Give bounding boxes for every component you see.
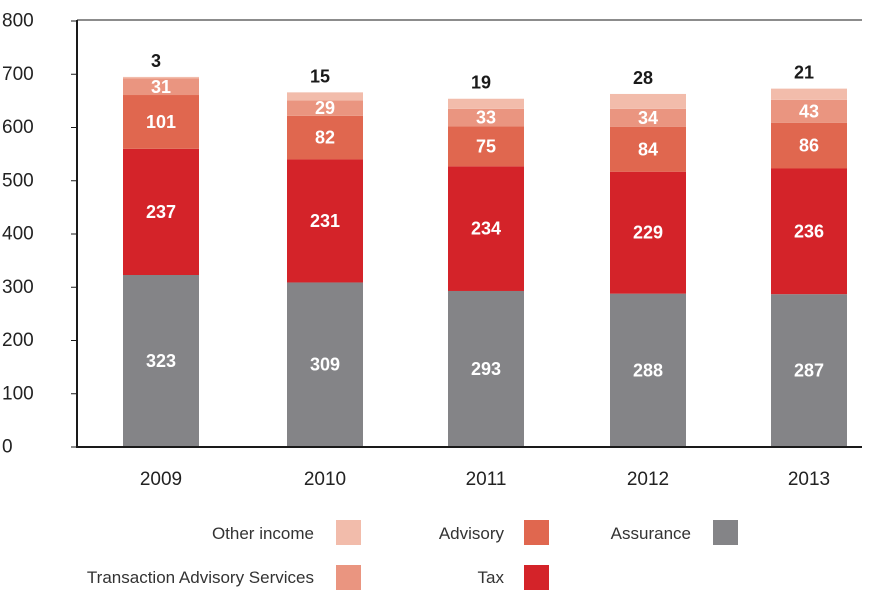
- bar-segment-transaction-advisory-services-2013: [771, 99, 847, 123]
- data-label-assurance-2012: 288: [633, 360, 663, 380]
- segment-labels-group: 323 237 101 31 309 231 82 29 293 234 75 33 288 229 84 3…: [146, 77, 824, 381]
- bar-segment-other-income-2013: [771, 88, 847, 100]
- data-label-tax-2009: 237: [146, 202, 176, 222]
- bar-segment-assurance-2009: [123, 275, 199, 447]
- data-label-tax-2011: 234: [471, 219, 501, 239]
- legend-swatch-assurance: [713, 520, 738, 545]
- y-tick-label-600: 600: [2, 117, 34, 138]
- bar-segment-other-income-2010: [287, 92, 363, 101]
- bar-segment-advisory-2009: [123, 95, 199, 149]
- bars-group: [123, 76, 847, 447]
- data-label-assurance-2009: 323: [146, 351, 176, 371]
- legend-label-other-income: Other income: [211, 524, 314, 543]
- bar-segment-advisory-2011: [448, 126, 524, 167]
- bar-segment-advisory-2013: [771, 122, 847, 169]
- legend-label-transaction-advisory-services: Transaction Advisory Services: [86, 568, 314, 587]
- data-label-other-income-2012: 28: [633, 68, 653, 88]
- data-label-other-income-2013: 21: [794, 63, 814, 83]
- data-label-assurance-2013: 287: [794, 361, 824, 381]
- bar-segment-tax-2013: [771, 168, 847, 295]
- data-label-tax-2012: 229: [633, 223, 663, 243]
- legend-swatch-other-income: [336, 520, 361, 545]
- legend-label-assurance: Assurance: [610, 524, 691, 543]
- bar-segment-transaction-advisory-services-2011: [448, 108, 524, 127]
- y-tick-label-100: 100: [2, 383, 34, 404]
- bar-segment-advisory-2010: [287, 115, 363, 160]
- bar-segment-other-income-2009: [123, 76, 199, 79]
- x-tick-label-2011: 2011: [466, 469, 507, 490]
- data-label-transaction-advisory-services-2009: 31: [151, 77, 171, 97]
- data-label-tax-2010: 231: [310, 211, 340, 231]
- data-label-assurance-2010: 309: [310, 355, 340, 375]
- data-label-transaction-advisory-services-2013: 43: [799, 101, 819, 121]
- bar-segment-advisory-2012: [610, 126, 686, 172]
- y-tick-label-400: 400: [2, 224, 34, 245]
- data-label-tax-2013: 236: [794, 221, 824, 241]
- legend-swatch-tax: [524, 565, 549, 590]
- data-label-other-income-2010: 15: [310, 66, 330, 86]
- bar-segment-tax-2010: [287, 159, 363, 283]
- y-tick-label-500: 500: [2, 170, 34, 191]
- data-label-transaction-advisory-services-2012: 34: [638, 108, 658, 128]
- legend-swatch-transaction-advisory-services: [336, 565, 361, 590]
- legend-swatch-advisory: [524, 520, 549, 545]
- x-tick-label-2012: 2012: [627, 469, 669, 490]
- bar-segment-transaction-advisory-services-2009: [123, 78, 199, 96]
- y-tick-label-200: 200: [2, 330, 34, 351]
- x-tick-label-2009: 2009: [140, 469, 182, 490]
- top-labels-group: 3 15 19 28 21: [151, 51, 814, 93]
- bar-segment-other-income-2012: [610, 93, 686, 109]
- data-label-advisory-2012: 84: [638, 139, 658, 159]
- bar-segment-transaction-advisory-services-2010: [287, 100, 363, 116]
- data-label-assurance-2011: 293: [471, 359, 501, 379]
- data-label-advisory-2009: 101: [146, 112, 176, 132]
- data-label-advisory-2011: 75: [476, 136, 496, 156]
- bar-segment-transaction-advisory-services-2012: [610, 108, 686, 127]
- legend-label-tax: Tax: [477, 568, 504, 587]
- bar-segment-assurance-2010: [287, 282, 363, 447]
- data-label-transaction-advisory-services-2010: 29: [315, 98, 335, 118]
- y-tick-label-300: 300: [2, 277, 34, 298]
- y-tick-label-800: 800: [2, 11, 34, 32]
- x-tick-label-2013: 2013: [788, 469, 830, 490]
- bar-segment-tax-2011: [448, 166, 524, 291]
- bar-segment-assurance-2012: [610, 293, 686, 447]
- bar-segment-other-income-2011: [448, 98, 524, 109]
- data-label-transaction-advisory-services-2011: 33: [476, 108, 496, 128]
- x-tick-label-2010: 2010: [304, 469, 346, 490]
- data-label-advisory-2010: 82: [315, 128, 335, 148]
- y-tick-label-0: 0: [2, 437, 13, 458]
- data-label-other-income-2011: 19: [471, 73, 491, 93]
- bar-segment-tax-2012: [610, 171, 686, 294]
- legend-label-advisory: Advisory: [438, 524, 504, 543]
- y-tick-label-700: 700: [2, 64, 34, 85]
- x-axis: 2009 2010 2011 2012 2013: [140, 469, 830, 490]
- data-label-advisory-2013: 86: [799, 136, 819, 156]
- bar-segment-assurance-2011: [448, 290, 524, 447]
- y-axis: 0 100 200 300 400 500 600 700 800: [2, 11, 77, 458]
- bar-segment-tax-2009: [123, 148, 199, 276]
- bar-segment-assurance-2013: [771, 294, 847, 447]
- data-label-other-income-2009: 3: [151, 51, 161, 71]
